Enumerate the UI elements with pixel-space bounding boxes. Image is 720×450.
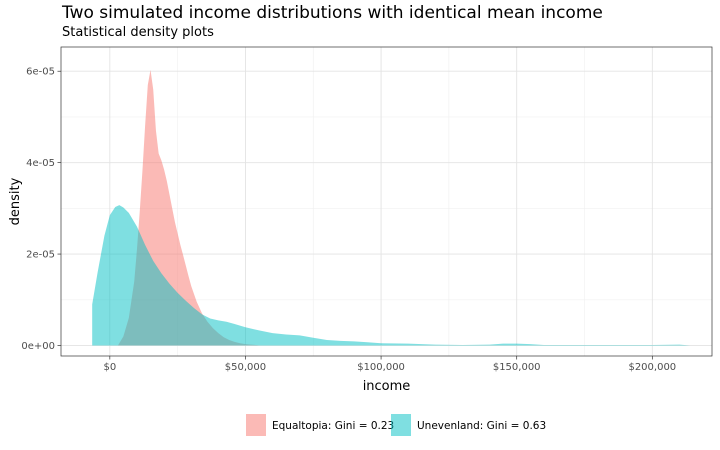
legend-key-equaltopia: [246, 414, 266, 436]
y-axis-label: density: [8, 177, 23, 225]
panel-border: [60, 46, 713, 357]
unevenland-density-area: [92, 205, 691, 346]
y-tick-label: 0e+00: [21, 341, 55, 352]
legend: Equaltopia: Gini = 0.23 Unevenland: Gini …: [246, 414, 546, 436]
chart-subtitle: Statistical density plots: [62, 25, 214, 40]
x-tick-label: $100,000: [357, 362, 405, 373]
density-areas: [92, 69, 691, 346]
chart-title: Two simulated income distributions with …: [62, 3, 603, 23]
x-axis-label: income: [363, 379, 411, 394]
x-tick-label: $0: [103, 362, 116, 373]
y-tick-label: 4e-05: [26, 158, 55, 169]
legend-key-unevenland: [391, 414, 411, 436]
legend-label-equaltopia: Equaltopia: Gini = 0.23: [272, 420, 394, 432]
x-tick-label: $150,000: [493, 362, 541, 373]
x-tick-label: $50,000: [225, 362, 266, 373]
y-tick-label: 6e-05: [26, 67, 55, 78]
y-axis-ticks: 0e+00 2e-05 4e-05 6e-05: [21, 67, 61, 352]
legend-label-unevenland: Unevenland: Gini = 0.63: [417, 420, 546, 432]
x-tick-label: $200,000: [628, 362, 676, 373]
y-tick-label: 2e-05: [26, 250, 55, 261]
x-axis-ticks: $0 $50,000 $100,000 $150,000 $200,000: [103, 356, 676, 373]
